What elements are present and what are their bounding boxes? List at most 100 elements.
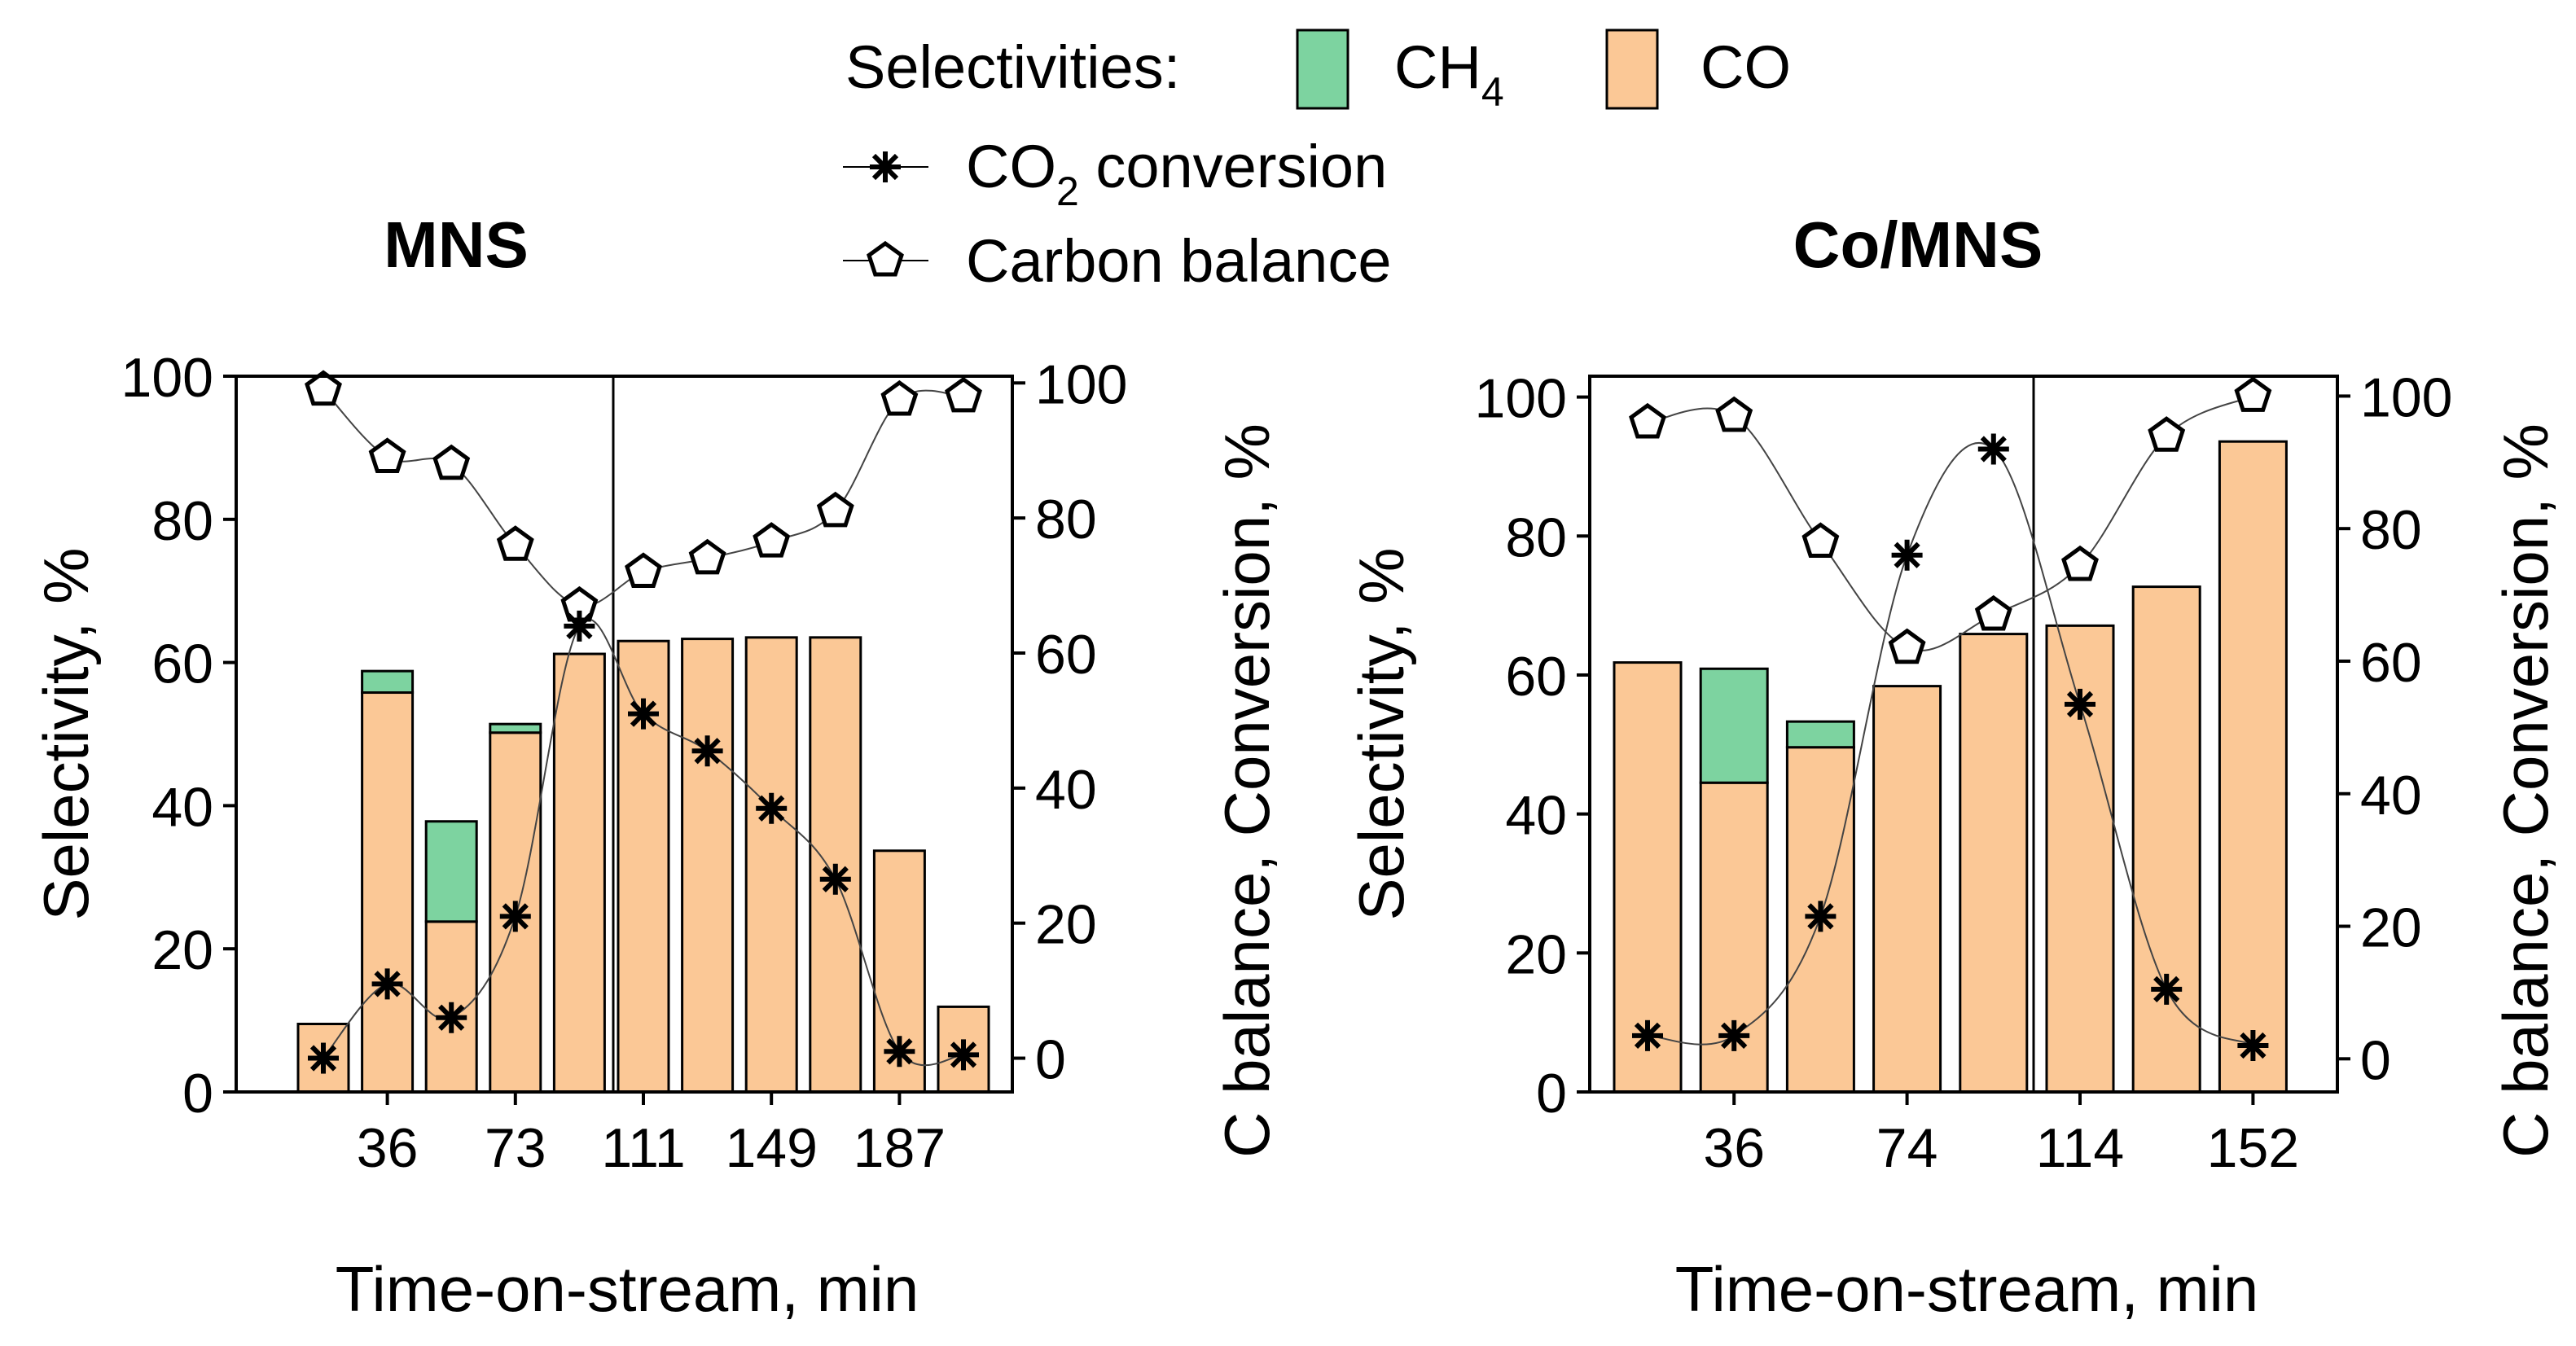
y-right-tick-label: 20 xyxy=(2360,897,2422,959)
x-tick-label: 114 xyxy=(2036,1117,2124,1179)
conversion-point xyxy=(1978,434,2009,465)
y-right-tick-label: 20 xyxy=(1035,894,1097,956)
carbon-balance-point xyxy=(1977,598,2010,629)
conversion-point xyxy=(1718,1020,1749,1051)
y-left-axis-label: Selectivity, % xyxy=(1345,547,1417,920)
y-right-tick-label: 0 xyxy=(1035,1029,1066,1091)
conversion-point xyxy=(692,735,723,766)
carbon-balance-point xyxy=(371,441,404,471)
panel-co-mns: Co/MNS 0 20 40 60 80 100 0 20 40 60 80 100 36 74 114 152… xyxy=(1345,208,2561,1325)
conversion-point xyxy=(372,968,403,999)
bar-co xyxy=(681,638,735,1094)
y-left-tick-label: 0 xyxy=(1536,1063,1567,1125)
x-tick-label: 36 xyxy=(1703,1117,1765,1179)
carbon-balance-point xyxy=(499,528,532,559)
legend-conversion-label: CO2 conversion xyxy=(966,133,1387,214)
bar-ch4 xyxy=(424,820,478,923)
y-left-tick-label: 20 xyxy=(1505,923,1567,985)
plot-frame xyxy=(235,375,1014,1094)
legend-co-label: CO xyxy=(1701,33,1791,101)
carbon-balance-curve xyxy=(1647,395,2253,652)
conversion-point xyxy=(2151,974,2182,1005)
y-left-tick-label: 20 xyxy=(151,919,213,981)
bar-ch4 xyxy=(361,669,415,695)
conversion-point xyxy=(1632,1020,1663,1051)
y-right-tick-label: 60 xyxy=(2360,632,2422,694)
carbon-balance-point xyxy=(1631,406,1664,436)
y-right-tick-label: 100 xyxy=(2360,366,2452,428)
bar-co xyxy=(1872,685,1942,1094)
conversion-point xyxy=(2065,689,2095,720)
y-right-tick-label: 80 xyxy=(1035,489,1097,550)
carbon-balance-point xyxy=(2236,379,2269,410)
carbon-balance-point xyxy=(691,541,724,572)
conversion-point xyxy=(564,611,595,642)
legend-ch4-label: CH4 xyxy=(1394,33,1504,115)
x-tick-label: 111 xyxy=(601,1117,685,1179)
conversion-point xyxy=(948,1039,979,1070)
legend-co-swatch xyxy=(1605,28,1659,110)
y-left-axis-label: Selectivity, % xyxy=(30,547,102,920)
conversion-point xyxy=(884,1036,915,1067)
carbon-balance-point xyxy=(627,555,660,585)
y-right-tick-label: 0 xyxy=(2360,1029,2391,1091)
plot-frame xyxy=(1588,375,2339,1094)
conversion-point xyxy=(500,901,531,932)
carbon-balance-point xyxy=(1804,524,1837,555)
x-tick-label: 187 xyxy=(854,1117,946,1179)
y-left-tick-label: 100 xyxy=(1475,368,1567,430)
y-left-tick-label: 40 xyxy=(151,776,213,838)
x-axis-label: Time-on-stream, min xyxy=(1675,1253,2259,1325)
conversion-point xyxy=(756,793,787,824)
bar-ch4 xyxy=(1785,720,1855,749)
carbon-balance-point xyxy=(2150,419,2183,449)
conversion-curve xyxy=(1647,442,2253,1046)
bar-co xyxy=(361,691,415,1094)
legend-conversion-marker xyxy=(870,151,901,182)
panel-title: MNS xyxy=(384,208,529,281)
carbon-balance-point xyxy=(819,494,852,525)
y-right-axis-label: C balance, Conversion, % xyxy=(2490,423,2561,1158)
x-tick-label: 73 xyxy=(485,1117,546,1179)
y-left-tick-label: 80 xyxy=(151,490,213,552)
y-left-tick-label: 60 xyxy=(1505,646,1567,708)
bar-ch4 xyxy=(1699,667,1769,784)
legend-title: Selectivities: xyxy=(845,33,1180,101)
carbon-balance-point xyxy=(947,379,980,410)
panel-mns: MNS 0 20 40 60 80 100 0 20 40 60 80 100 36 73 111 149 187… xyxy=(30,208,1283,1325)
conversion-point xyxy=(308,1043,339,1074)
carbon-balance-point xyxy=(435,447,467,478)
bar-co xyxy=(1959,633,2029,1094)
x-tick-label: 152 xyxy=(2207,1117,2299,1179)
x-tick-label: 149 xyxy=(725,1117,817,1179)
bar-ch4 xyxy=(489,722,542,734)
legend: Selectivities: CH4 CO CO2 conversion Car… xyxy=(843,28,1791,295)
y-right-tick-label: 100 xyxy=(1035,353,1127,415)
conversion-point xyxy=(436,1002,467,1033)
legend-carbon-label: Carbon balance xyxy=(966,227,1391,295)
bar-co xyxy=(2131,585,2201,1094)
y-right-axis-label: C balance, Conversion, % xyxy=(1211,423,1283,1158)
panel-title: Co/MNS xyxy=(1793,208,2043,281)
carbon-balance-point xyxy=(1891,631,1924,662)
carbon-balance-point xyxy=(755,524,788,555)
carbon-balance-point xyxy=(1718,399,1750,430)
y-right-tick-label: 40 xyxy=(2360,765,2422,826)
y-left-tick-label: 40 xyxy=(1505,785,1567,847)
conversion-point xyxy=(1805,901,1836,932)
y-left-tick-label: 0 xyxy=(182,1063,213,1125)
y-left-tick-label: 80 xyxy=(1505,506,1567,568)
legend-ch4-swatch xyxy=(1296,28,1349,110)
bar-co xyxy=(2218,440,2288,1094)
x-axis-label: Time-on-stream, min xyxy=(336,1253,919,1325)
y-left-tick-label: 60 xyxy=(151,634,213,695)
y-right-tick-label: 40 xyxy=(1035,759,1097,821)
y-right-tick-label: 80 xyxy=(2360,499,2422,561)
legend-carbon-marker xyxy=(869,243,902,274)
bar-co xyxy=(552,652,606,1094)
y-right-tick-label: 60 xyxy=(1035,624,1097,686)
x-tick-label: 74 xyxy=(1876,1117,1938,1179)
carbon-balance-point xyxy=(883,383,915,414)
conversion-point xyxy=(820,864,851,895)
